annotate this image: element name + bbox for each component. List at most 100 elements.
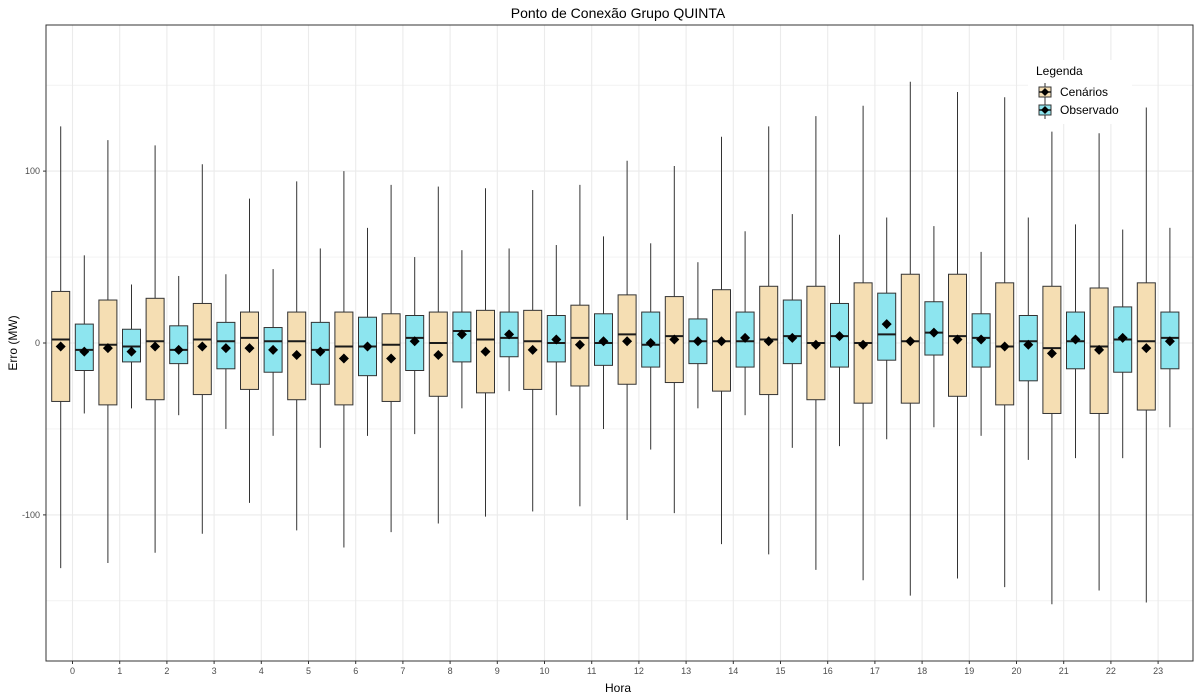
mean-marker: [1023, 339, 1034, 350]
box-group: [688, 262, 708, 409]
box-group: [830, 234, 849, 447]
x-tick-label: 7: [400, 666, 405, 676]
box-group: [924, 226, 944, 428]
mean-marker: [551, 334, 562, 345]
x-tick-label: 13: [681, 666, 691, 676]
mean-marker: [1046, 348, 1057, 359]
y-tick-label: 100: [25, 166, 40, 176]
box-group: [806, 116, 826, 570]
box-group: [594, 236, 613, 429]
mean-marker: [669, 334, 680, 345]
x-tick-label: 2: [164, 666, 169, 676]
mean-marker: [268, 344, 279, 355]
mean-marker: [740, 332, 751, 343]
box-group: [192, 164, 212, 534]
box-group: [263, 269, 283, 436]
mean-marker: [928, 327, 939, 338]
box-group: [900, 81, 920, 596]
legend-label: Cenários: [1060, 85, 1108, 99]
box-group: [995, 97, 1015, 588]
box-group: [122, 284, 141, 409]
box-group: [1018, 217, 1038, 460]
mean-marker: [976, 334, 987, 345]
box-group: [523, 190, 543, 512]
box-group: [476, 188, 495, 517]
mean-marker: [244, 343, 255, 354]
legend: Legenda Cenários Observado: [1028, 60, 1132, 124]
mean-marker: [787, 332, 798, 343]
box-group: [735, 231, 755, 416]
x-tick-label: 14: [728, 666, 738, 676]
box-group: [617, 160, 637, 521]
x-tick-label: 19: [964, 666, 974, 676]
mean-marker: [1117, 332, 1128, 343]
mean-marker: [598, 336, 609, 347]
mean-marker: [456, 329, 467, 340]
mean-marker: [79, 346, 90, 357]
box-group: [664, 165, 684, 514]
mean-marker: [881, 319, 892, 330]
box-group: [240, 198, 259, 503]
mean-marker: [1141, 343, 1152, 354]
mean-marker: [1070, 334, 1081, 345]
box-iqr: [782, 299, 802, 365]
mean-marker: [315, 346, 326, 357]
box-group: [641, 243, 661, 450]
box-group: [428, 186, 448, 524]
mean-marker: [150, 341, 161, 352]
box-group: [287, 181, 307, 531]
mean-marker: [834, 331, 845, 342]
box-group: [405, 257, 425, 435]
box-group: [145, 145, 165, 553]
mean-marker: [622, 336, 633, 347]
mean-marker: [858, 339, 869, 350]
x-tick-label: 5: [306, 666, 311, 676]
y-tick-label: -100: [22, 510, 40, 520]
box-group: [712, 136, 731, 545]
mean-marker: [527, 344, 538, 355]
mean-marker: [716, 336, 727, 347]
x-tick-label: 1: [117, 666, 122, 676]
box-group: [971, 251, 991, 436]
x-tick-label: 10: [539, 666, 549, 676]
x-tick-label: 20: [1011, 666, 1021, 676]
mean-marker: [102, 343, 113, 354]
x-tick-label: 16: [823, 666, 833, 676]
box-group: [1066, 224, 1085, 459]
x-tick-label: 6: [353, 666, 358, 676]
box-group: [74, 255, 94, 414]
chart-title: Ponto de Conexão Grupo QUINTA: [511, 5, 726, 21]
mean-marker: [905, 336, 916, 347]
box-group: [310, 248, 330, 448]
legend-items: Cenários Observado: [1038, 83, 1119, 119]
mean-marker: [173, 344, 184, 355]
x-tick-label: 12: [634, 666, 644, 676]
x-tick-label: 18: [917, 666, 927, 676]
box-group: [98, 140, 118, 564]
box-group: [877, 217, 897, 440]
box-group: [452, 250, 472, 409]
box-group: [1089, 133, 1109, 591]
mean-marker: [645, 338, 656, 348]
mean-marker: [763, 336, 774, 347]
x-tick-label: 22: [1106, 666, 1116, 676]
legend-key-mean: [1041, 106, 1049, 114]
box-group: [546, 245, 566, 416]
box-group: [1113, 229, 1133, 459]
x-tick-label: 17: [870, 666, 880, 676]
mean-marker: [1164, 336, 1175, 347]
x-tick-label: 0: [70, 666, 75, 676]
mean-marker: [999, 341, 1010, 352]
x-tick-label: 21: [1059, 666, 1069, 676]
box-group: [948, 92, 967, 579]
mean-marker: [197, 341, 208, 352]
x-tick-label: 8: [448, 666, 453, 676]
mean-marker: [504, 329, 515, 340]
x-tick-label: 4: [259, 666, 264, 676]
y-tick-label: 0: [35, 338, 40, 348]
box-iqr: [169, 325, 189, 365]
mean-marker: [810, 339, 821, 350]
x-tick-label: 3: [212, 666, 217, 676]
